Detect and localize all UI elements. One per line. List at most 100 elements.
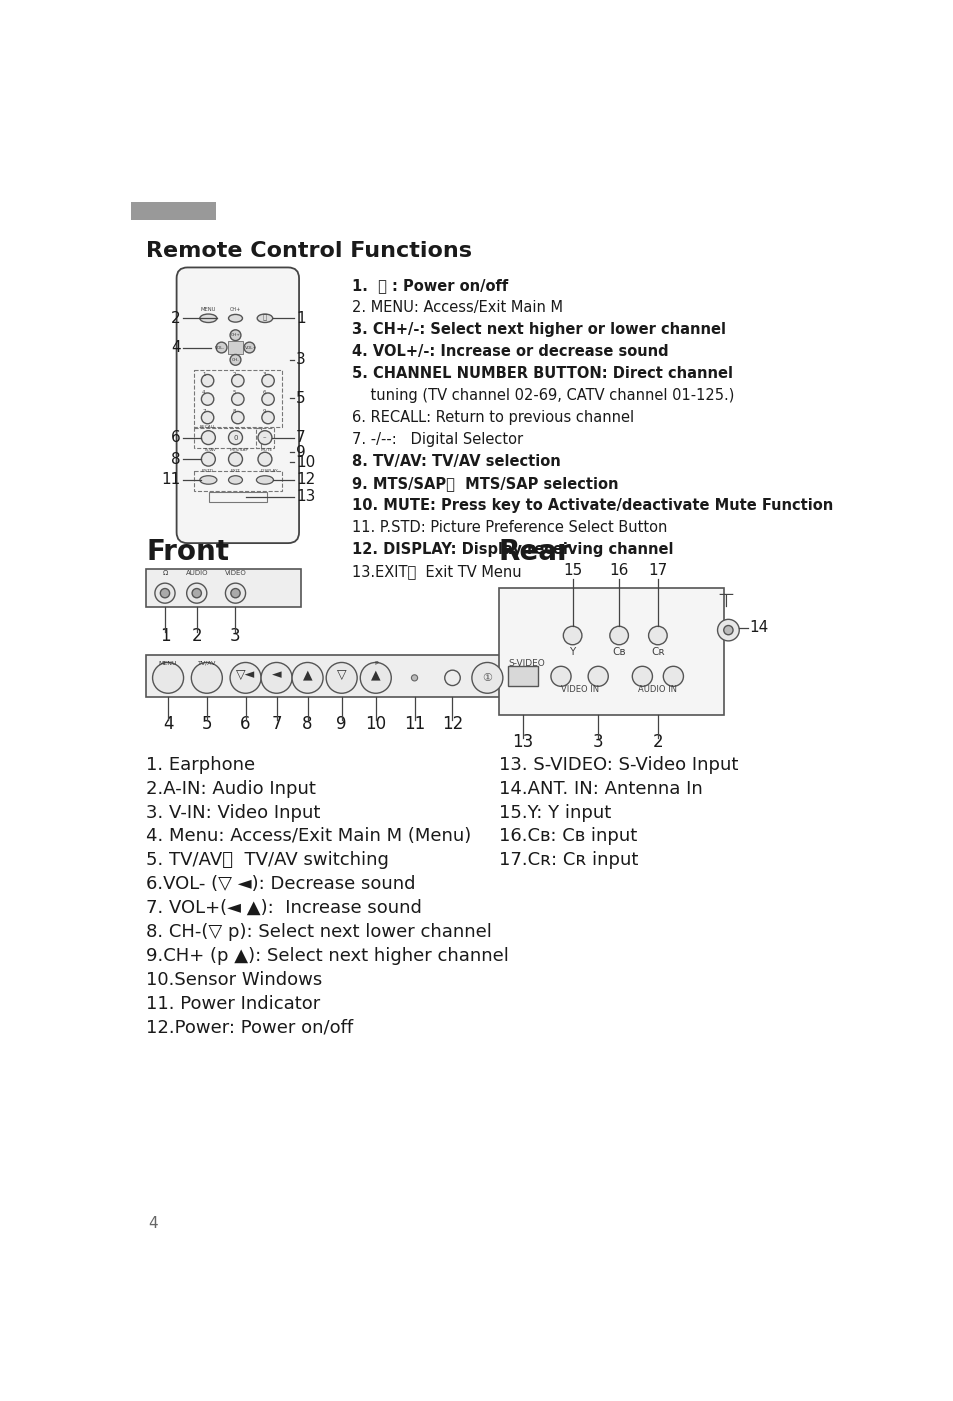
Ellipse shape bbox=[229, 314, 242, 322]
Text: 17: 17 bbox=[648, 563, 667, 579]
Text: 6: 6 bbox=[171, 430, 180, 446]
Text: 1: 1 bbox=[295, 311, 305, 326]
Ellipse shape bbox=[230, 329, 241, 340]
Circle shape bbox=[717, 619, 739, 640]
Circle shape bbox=[632, 667, 652, 686]
Text: ▲: ▲ bbox=[371, 668, 380, 681]
Text: 13: 13 bbox=[295, 489, 315, 504]
Ellipse shape bbox=[199, 314, 216, 322]
Text: 15.Y: Y input: 15.Y: Y input bbox=[498, 804, 611, 821]
Text: 3: 3 bbox=[230, 628, 240, 646]
Text: Cʀ: Cʀ bbox=[650, 647, 664, 657]
Ellipse shape bbox=[229, 476, 242, 485]
Text: MENU: MENU bbox=[158, 661, 177, 665]
Text: 16.Cʙ: Cʙ input: 16.Cʙ: Cʙ input bbox=[498, 828, 637, 845]
Text: TV/AV: TV/AV bbox=[197, 661, 215, 665]
Circle shape bbox=[723, 625, 732, 635]
Text: 5: 5 bbox=[295, 391, 305, 406]
Text: P: P bbox=[374, 661, 377, 665]
Text: 16: 16 bbox=[609, 563, 628, 579]
Text: 7: 7 bbox=[271, 715, 281, 733]
Circle shape bbox=[257, 430, 272, 444]
Ellipse shape bbox=[244, 342, 254, 353]
Text: AUDIO: AUDIO bbox=[185, 570, 208, 576]
Text: 8. TV/AV: TV/AV selection: 8. TV/AV: TV/AV selection bbox=[352, 454, 560, 469]
Text: 4. VOL+/-: Increase or decrease sound: 4. VOL+/-: Increase or decrease sound bbox=[352, 345, 668, 359]
Circle shape bbox=[662, 667, 682, 686]
Text: 5. TV/AV：  TV/AV switching: 5. TV/AV： TV/AV switching bbox=[146, 852, 389, 870]
Circle shape bbox=[261, 392, 274, 405]
Text: 6: 6 bbox=[262, 391, 266, 395]
Circle shape bbox=[648, 626, 666, 644]
Text: 4: 4 bbox=[163, 715, 173, 733]
Circle shape bbox=[609, 626, 628, 644]
Text: P.STD: P.STD bbox=[201, 469, 213, 474]
Text: VIDEO: VIDEO bbox=[224, 570, 246, 576]
Text: ▽: ▽ bbox=[336, 668, 346, 681]
Bar bbox=[146, 569, 301, 607]
Circle shape bbox=[411, 675, 417, 681]
Text: S-VIDEO: S-VIDEO bbox=[508, 658, 544, 668]
Text: Rear: Rear bbox=[498, 538, 571, 566]
Circle shape bbox=[261, 374, 274, 387]
Text: EXIT: EXIT bbox=[231, 469, 240, 474]
Bar bbox=[193, 370, 282, 427]
Ellipse shape bbox=[256, 476, 274, 485]
Text: 1: 1 bbox=[202, 373, 206, 377]
Bar bbox=[209, 492, 266, 503]
Polygon shape bbox=[228, 342, 243, 353]
Text: TV/AV: TV/AV bbox=[203, 448, 215, 453]
Text: --: -- bbox=[262, 436, 267, 440]
Circle shape bbox=[187, 583, 207, 604]
Text: 1. Earphone: 1. Earphone bbox=[146, 757, 255, 773]
Text: 11: 11 bbox=[161, 472, 180, 488]
Circle shape bbox=[587, 667, 608, 686]
Text: 10: 10 bbox=[365, 715, 386, 733]
FancyBboxPatch shape bbox=[176, 268, 298, 544]
Circle shape bbox=[154, 583, 174, 604]
Text: 6.VOL- (▽ ◄): Decrease sound: 6.VOL- (▽ ◄): Decrease sound bbox=[146, 876, 416, 894]
Text: 11: 11 bbox=[403, 715, 425, 733]
Text: 5. CHANNEL NUMBER BUTTON: Direct channel: 5. CHANNEL NUMBER BUTTON: Direct channel bbox=[352, 366, 732, 381]
Text: 1.  ⭘ : Power on/off: 1. ⭘ : Power on/off bbox=[352, 279, 507, 293]
Text: Remote Control Functions: Remote Control Functions bbox=[146, 241, 472, 261]
Text: 2.A-IN: Audio Input: 2.A-IN: Audio Input bbox=[146, 780, 315, 797]
Text: 13. S-VIDEO: S-Video Input: 13. S-VIDEO: S-Video Input bbox=[498, 757, 738, 773]
Text: 4: 4 bbox=[202, 391, 206, 395]
Text: English: English bbox=[150, 206, 197, 219]
Text: ▽◄: ▽◄ bbox=[235, 668, 255, 681]
Text: RECALL: RECALL bbox=[200, 426, 216, 429]
Bar bbox=[255, 429, 274, 448]
Text: MTS/SAP: MTS/SAP bbox=[230, 448, 249, 453]
Bar bbox=[146, 654, 509, 698]
Circle shape bbox=[152, 663, 183, 693]
Text: 5: 5 bbox=[201, 715, 212, 733]
Text: VOL-: VOL- bbox=[214, 346, 225, 349]
Text: 9: 9 bbox=[295, 444, 305, 460]
Text: 17.Cʀ: Cʀ input: 17.Cʀ: Cʀ input bbox=[498, 852, 638, 870]
Text: ①: ① bbox=[482, 672, 492, 682]
Circle shape bbox=[326, 663, 356, 693]
Text: DISPLAY: DISPLAY bbox=[260, 469, 277, 474]
Text: 8: 8 bbox=[171, 451, 180, 467]
Text: CH+: CH+ bbox=[231, 333, 240, 338]
Text: 15: 15 bbox=[562, 563, 581, 579]
Circle shape bbox=[201, 453, 215, 467]
Text: 5: 5 bbox=[233, 391, 235, 395]
Circle shape bbox=[230, 663, 261, 693]
Bar bbox=[498, 588, 723, 715]
Text: 11. Power Indicator: 11. Power Indicator bbox=[146, 995, 320, 1013]
Ellipse shape bbox=[230, 354, 241, 366]
Text: 12: 12 bbox=[441, 715, 462, 733]
Text: 3. V-IN: Video Input: 3. V-IN: Video Input bbox=[146, 804, 320, 821]
Text: ⊤: ⊤ bbox=[717, 593, 734, 611]
Circle shape bbox=[231, 588, 240, 598]
Circle shape bbox=[360, 663, 391, 693]
Text: 2: 2 bbox=[233, 373, 235, 377]
Text: 2. MENU: Access/Exit Main M: 2. MENU: Access/Exit Main M bbox=[352, 300, 562, 315]
Text: 13: 13 bbox=[512, 733, 533, 751]
Text: Ω: Ω bbox=[162, 570, 168, 576]
Bar bbox=[193, 429, 261, 448]
Text: VIDEO IN: VIDEO IN bbox=[560, 685, 598, 695]
Text: 12: 12 bbox=[295, 472, 314, 488]
